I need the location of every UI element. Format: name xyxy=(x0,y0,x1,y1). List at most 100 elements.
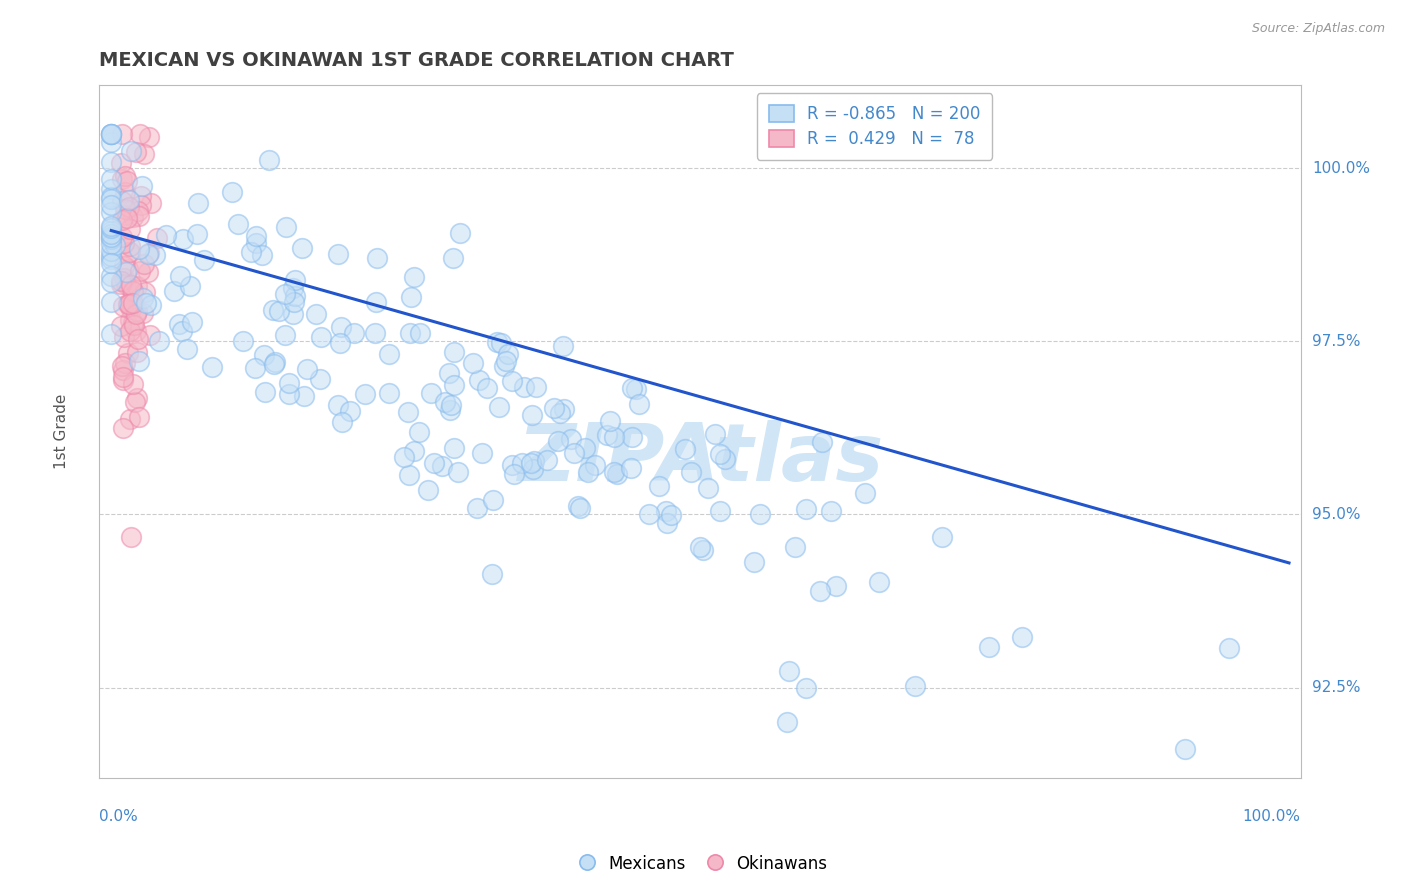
Point xyxy=(495,354,517,368)
Point xyxy=(245,229,267,244)
Point xyxy=(115,174,138,188)
Point xyxy=(100,256,122,270)
Point xyxy=(776,715,799,730)
Point xyxy=(100,224,122,238)
Point xyxy=(100,268,122,283)
Point xyxy=(519,456,541,470)
Point xyxy=(503,467,526,481)
Point xyxy=(714,451,737,466)
Point xyxy=(121,144,143,158)
Point xyxy=(481,567,503,582)
Point xyxy=(120,277,142,292)
Point xyxy=(548,407,571,421)
Point xyxy=(100,182,122,196)
Point xyxy=(501,374,523,388)
Point xyxy=(402,269,425,284)
Text: 100.0%: 100.0% xyxy=(1243,809,1301,823)
Point xyxy=(100,198,122,212)
Point xyxy=(440,398,463,412)
Point xyxy=(100,326,122,341)
Point xyxy=(100,249,122,263)
Point xyxy=(120,245,142,260)
Point xyxy=(439,402,461,417)
Point xyxy=(138,130,160,145)
Point xyxy=(125,307,148,321)
Point xyxy=(121,284,143,298)
Point xyxy=(134,285,156,299)
Point xyxy=(100,232,122,246)
Point xyxy=(392,450,415,464)
Point xyxy=(488,401,510,415)
Point xyxy=(485,334,508,349)
Point xyxy=(143,248,166,262)
Point xyxy=(112,330,135,344)
Point xyxy=(1218,640,1240,655)
Point xyxy=(443,344,465,359)
Point xyxy=(193,252,215,267)
Point xyxy=(122,285,145,299)
Point xyxy=(128,127,150,141)
Point xyxy=(181,315,204,329)
Point xyxy=(125,391,148,405)
Point xyxy=(100,219,122,233)
Point xyxy=(112,259,135,273)
Point xyxy=(576,465,599,479)
Point xyxy=(110,275,132,289)
Point xyxy=(169,269,191,284)
Text: 92.5%: 92.5% xyxy=(1312,680,1361,695)
Point xyxy=(689,540,711,554)
Point xyxy=(778,664,800,678)
Point xyxy=(439,366,461,380)
Point xyxy=(443,377,465,392)
Point xyxy=(661,508,683,522)
Point xyxy=(114,208,136,222)
Point xyxy=(811,435,834,450)
Point xyxy=(820,504,842,518)
Point xyxy=(977,640,1000,655)
Point xyxy=(416,483,439,497)
Point xyxy=(794,681,817,696)
Point xyxy=(274,220,297,235)
Point xyxy=(134,146,156,161)
Point xyxy=(824,579,846,593)
Point xyxy=(520,408,543,422)
Point xyxy=(364,326,387,340)
Point xyxy=(253,348,276,362)
Point xyxy=(122,296,145,310)
Point xyxy=(432,458,454,473)
Point xyxy=(124,394,146,409)
Text: Source: ZipAtlas.com: Source: ZipAtlas.com xyxy=(1251,22,1385,36)
Point xyxy=(100,171,122,186)
Point xyxy=(398,467,420,482)
Point xyxy=(120,296,142,310)
Point xyxy=(560,432,582,446)
Point xyxy=(112,270,135,285)
Legend: Mexicans, Okinawans: Mexicans, Okinawans xyxy=(572,848,834,880)
Point xyxy=(169,318,191,332)
Point xyxy=(118,412,141,426)
Point xyxy=(696,481,718,495)
Point xyxy=(100,252,122,266)
Point xyxy=(115,265,138,279)
Point xyxy=(100,127,122,141)
Point xyxy=(100,229,122,244)
Point xyxy=(465,501,488,516)
Point xyxy=(904,679,927,693)
Text: MEXICAN VS OKINAWAN 1ST GRADE CORRELATION CHART: MEXICAN VS OKINAWAN 1ST GRADE CORRELATIO… xyxy=(100,51,734,70)
Point xyxy=(100,244,122,259)
Point xyxy=(398,405,420,419)
Point xyxy=(492,359,515,374)
Point xyxy=(120,222,142,236)
Point xyxy=(186,227,208,242)
Point xyxy=(624,382,647,396)
Point xyxy=(543,401,565,416)
Point xyxy=(128,354,150,368)
Point xyxy=(122,316,145,330)
Text: 97.5%: 97.5% xyxy=(1312,334,1361,349)
Point xyxy=(409,326,432,341)
Point xyxy=(283,289,305,303)
Point xyxy=(129,264,152,278)
Point xyxy=(240,245,263,260)
Point xyxy=(291,241,314,255)
Point xyxy=(127,332,149,346)
